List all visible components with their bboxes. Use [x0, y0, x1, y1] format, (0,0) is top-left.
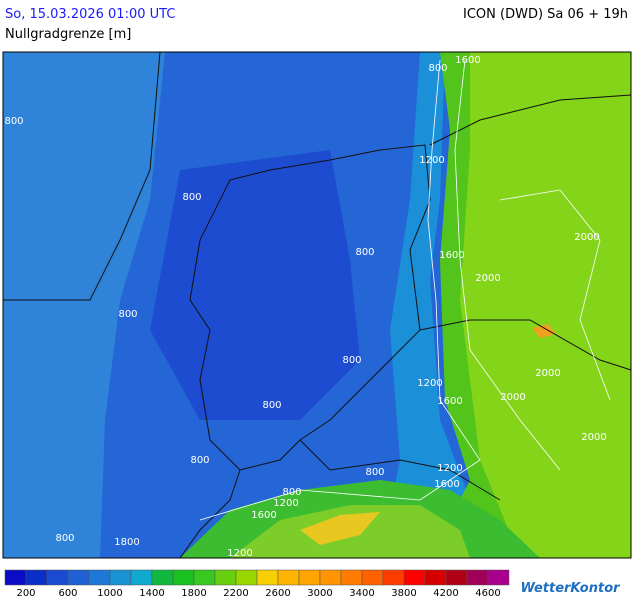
legend-swatch	[4, 569, 27, 586]
contour-label: 1200	[437, 463, 462, 474]
legend-swatch	[403, 569, 426, 586]
legend-tick-label: 200	[16, 588, 35, 599]
legend-swatch	[151, 569, 174, 586]
contour-label: 800	[342, 355, 361, 366]
legend-swatch	[193, 569, 216, 586]
legend-tick-label: 2200	[223, 588, 248, 599]
legend-tick-label: 2600	[265, 588, 290, 599]
contour-label: 2000	[475, 273, 500, 284]
contour-label: 1600	[437, 396, 462, 407]
legend-tick-label: 4200	[433, 588, 458, 599]
legend-swatch	[424, 569, 447, 586]
legend-tick-label: 3000	[307, 588, 332, 599]
contour-label: 1200	[227, 548, 252, 559]
contour-label: 800	[262, 400, 281, 411]
legend-swatch	[361, 569, 384, 586]
legend-tick-label: 3800	[391, 588, 416, 599]
date-title: So, 15.03.2026 01:00 UTC	[5, 7, 175, 22]
contour-label: 2000	[581, 432, 606, 443]
legend-swatch	[67, 569, 90, 586]
legend-swatch	[235, 569, 258, 586]
legend-tick-label: 600	[58, 588, 77, 599]
contour-label: 1600	[251, 510, 276, 521]
legend-swatch	[256, 569, 279, 586]
contour-label: 1200	[273, 498, 298, 509]
contour-label: 800	[190, 455, 209, 466]
legend-swatch	[109, 569, 132, 586]
contour-label: 800	[428, 63, 447, 74]
contour-label: 800	[182, 192, 201, 203]
legend-swatch	[25, 569, 48, 586]
contour-label: 1800	[114, 537, 139, 548]
legend-swatch	[319, 569, 342, 586]
parameter-title: Nullgradgrenze [m]	[5, 27, 131, 42]
contour-label: 1200	[417, 378, 442, 389]
legend-swatch	[340, 569, 363, 586]
contour-label: 800	[55, 533, 74, 544]
contour-label: 800	[282, 487, 301, 498]
contour-label: 2000	[535, 368, 560, 379]
legend: 200 600 1000 1400 1800 2200 2600 3000 3400 3800 42…	[4, 569, 510, 599]
map	[3, 51, 632, 559]
model-title: ICON (DWD) Sa 06 + 19h	[463, 7, 628, 22]
legend-swatch	[277, 569, 300, 586]
contour-label: 2000	[574, 232, 599, 243]
legend-swatch	[130, 569, 153, 586]
legend-swatch	[172, 569, 195, 586]
legend-tick-label: 3400	[349, 588, 374, 599]
legend-swatch	[88, 569, 111, 586]
legend-tick-label: 1400	[139, 588, 164, 599]
legend-tick-label: 4600	[475, 588, 500, 599]
contour-label: 800	[118, 309, 137, 320]
contour-label: 800	[355, 247, 374, 258]
contour-label: 1200	[419, 155, 444, 166]
legend-swatch	[298, 569, 321, 586]
legend-swatch	[487, 569, 510, 586]
map-frame	[2, 51, 632, 559]
legend-tick-label: 1800	[181, 588, 206, 599]
legend-swatch	[382, 569, 405, 586]
contour-label: 1600	[434, 479, 459, 490]
contour-label: 1600	[439, 250, 464, 261]
brand-logo: WetterKontor	[520, 581, 621, 596]
legend-swatch	[445, 569, 468, 586]
legend-swatch	[214, 569, 237, 586]
contour-label: 1600	[455, 55, 480, 66]
legend-swatch	[466, 569, 489, 586]
contour-label: 2000	[500, 392, 525, 403]
legend-swatch	[46, 569, 69, 586]
contour-label: 800	[4, 116, 23, 127]
legend-tick-label: 1000	[97, 588, 122, 599]
contour-label: 800	[365, 467, 384, 478]
